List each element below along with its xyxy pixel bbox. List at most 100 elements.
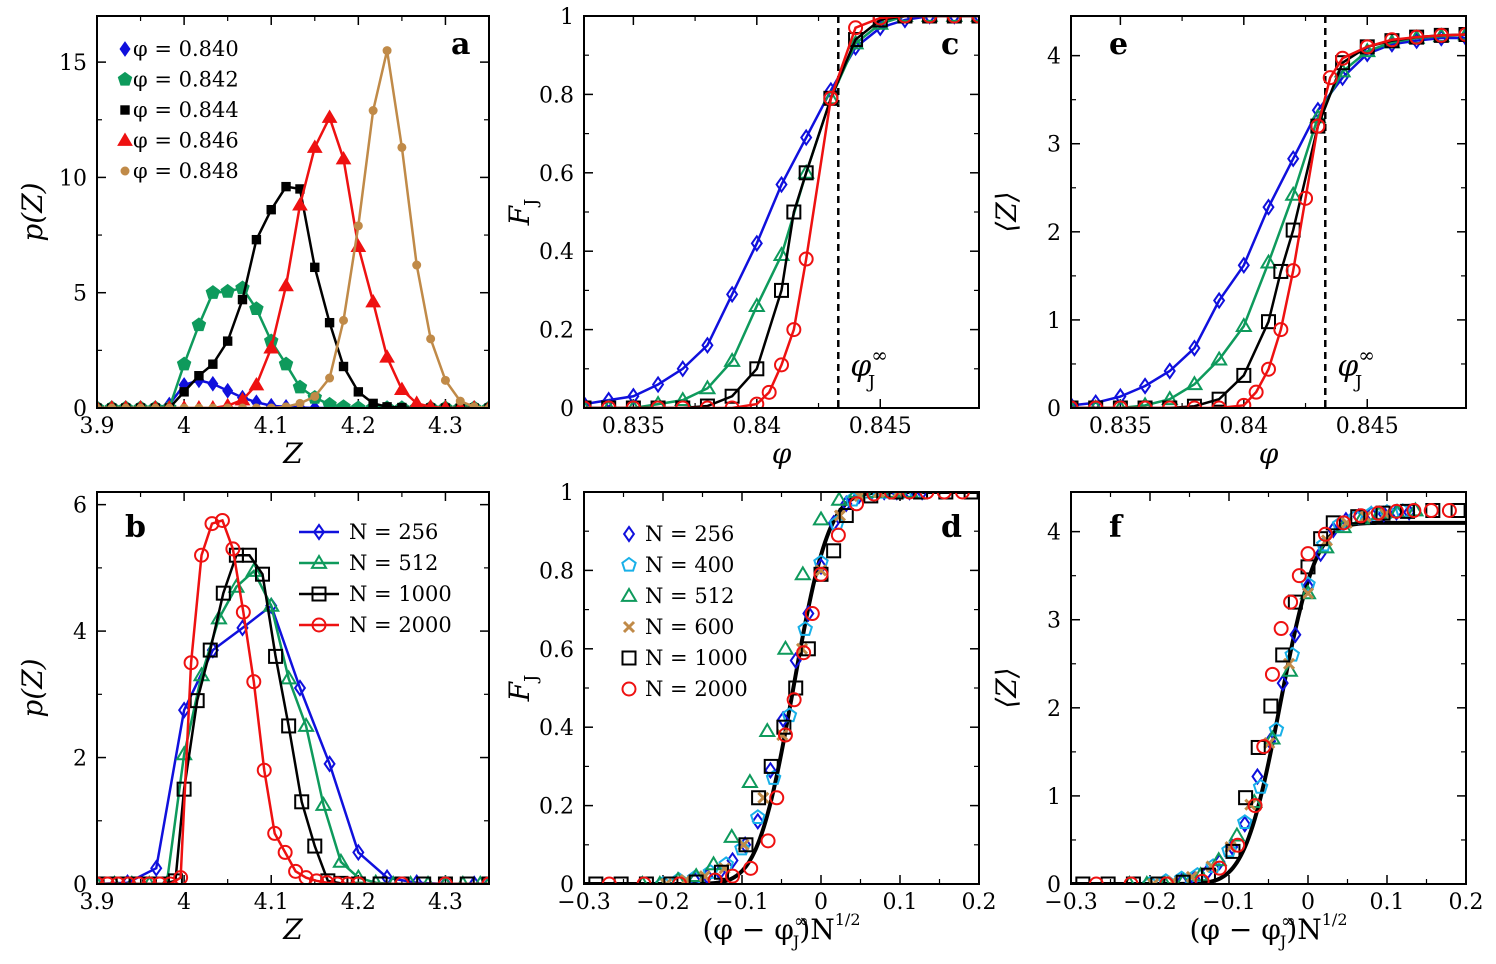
data-point — [263, 340, 280, 354]
series-line — [1071, 33, 1466, 408]
data-point — [336, 399, 351, 408]
data-point — [1406, 502, 1422, 518]
data-point — [1276, 674, 1289, 692]
data-point — [397, 142, 407, 152]
x-tick-label: 0.84 — [732, 414, 781, 439]
y-tick-label: 0 — [73, 397, 87, 422]
x-tick-label: 4 — [177, 890, 191, 915]
data-point — [99, 876, 115, 884]
x-axis-label: φ — [772, 437, 792, 470]
data-point — [726, 285, 739, 304]
data-point — [173, 870, 189, 884]
legend-item: N = 512 — [620, 584, 734, 608]
legend-item: N = 400 — [621, 553, 734, 577]
data-point — [309, 873, 325, 884]
data-point — [1284, 185, 1302, 201]
data-point — [704, 855, 723, 871]
data-point — [920, 16, 939, 22]
data-point — [1137, 400, 1153, 408]
data-point — [1238, 790, 1254, 806]
data-point — [1441, 502, 1457, 518]
data-point — [1409, 29, 1425, 45]
y-axis-label: p(Z) — [16, 658, 49, 717]
legend: N = 256 N = 400 N = 512 N = 600 N = 1000 N = … — [620, 522, 748, 701]
y-tick-label: 0.2 — [539, 319, 574, 344]
y-tick-label: 0.4 — [539, 240, 574, 265]
y-tick-label: 2 — [73, 747, 87, 772]
panel-label: e — [1109, 27, 1128, 62]
data-point — [1423, 502, 1439, 518]
x-tick-label: 0.84 — [1219, 414, 1268, 439]
data-point — [722, 827, 741, 843]
legend-label: N = 1000 — [645, 646, 748, 670]
data-point — [214, 512, 230, 528]
legend-marker — [620, 587, 638, 602]
data-point — [325, 373, 335, 383]
data-point — [901, 492, 920, 498]
data-point — [235, 604, 251, 620]
axes-frame — [96, 491, 490, 885]
data-point — [210, 609, 228, 625]
y-tick-label: 0 — [1047, 397, 1061, 422]
data-point — [183, 655, 199, 671]
data-point — [314, 795, 333, 811]
data-point — [1273, 322, 1289, 338]
series-line — [97, 553, 489, 884]
data-point — [1285, 263, 1301, 279]
data-point — [663, 876, 679, 884]
legend-item: N = 1000 — [621, 646, 748, 670]
data-point — [1236, 814, 1253, 829]
data-point — [838, 508, 854, 524]
data-point — [255, 566, 271, 582]
data-point — [120, 876, 136, 884]
data-point — [369, 873, 382, 884]
data-point — [241, 547, 257, 563]
legend-label: φ = 0.846 — [133, 129, 239, 153]
data-point — [131, 876, 147, 884]
data-point — [222, 382, 234, 399]
x-tick-label: −0.2 — [636, 890, 689, 915]
legend-label: N = 512 — [349, 551, 438, 575]
data-point — [208, 359, 218, 369]
panel-e: 0.835 0.84 0.845 0 1 2 3 4 e φ ⟨Z⟩ φ∞ J — [990, 15, 1467, 470]
data-point — [919, 492, 935, 500]
data-point — [963, 492, 979, 500]
data-point — [152, 876, 168, 884]
data-point — [749, 809, 766, 825]
data-point — [872, 16, 888, 26]
data-point — [353, 221, 363, 231]
series-5 — [1088, 502, 1457, 884]
data-point — [760, 833, 776, 849]
x-tick-label: −0.1 — [1202, 890, 1255, 915]
data-point — [1406, 501, 1425, 517]
data-point — [268, 648, 284, 664]
y-tick-label: 4 — [73, 620, 87, 645]
data-point — [1211, 391, 1227, 407]
legend-item: N = 600 — [622, 615, 734, 639]
data-point — [379, 349, 395, 363]
y-tick-label: 0.6 — [539, 162, 574, 187]
data-point — [332, 852, 350, 868]
panel-label: f — [1109, 510, 1124, 545]
data-point — [1283, 594, 1299, 610]
series-3 — [584, 16, 979, 408]
series-3 — [97, 512, 489, 884]
series-line — [97, 50, 489, 408]
data-point — [440, 375, 450, 385]
data-point — [897, 16, 913, 24]
series-line — [584, 16, 979, 408]
series-line — [1071, 33, 1466, 408]
data-point — [329, 876, 345, 884]
x-axis-label: Z — [282, 437, 303, 470]
data-point — [749, 361, 765, 377]
axes-frame — [96, 15, 490, 409]
data-point — [1384, 32, 1400, 48]
data-point — [307, 838, 323, 854]
data-point — [310, 391, 320, 401]
legend-marker — [622, 525, 636, 543]
data-point — [425, 398, 437, 408]
data-point — [1275, 647, 1291, 663]
legend-label: N = 256 — [645, 522, 734, 546]
y-tick-label: 2 — [1047, 697, 1061, 722]
x-tick-label: 4.2 — [341, 414, 376, 439]
